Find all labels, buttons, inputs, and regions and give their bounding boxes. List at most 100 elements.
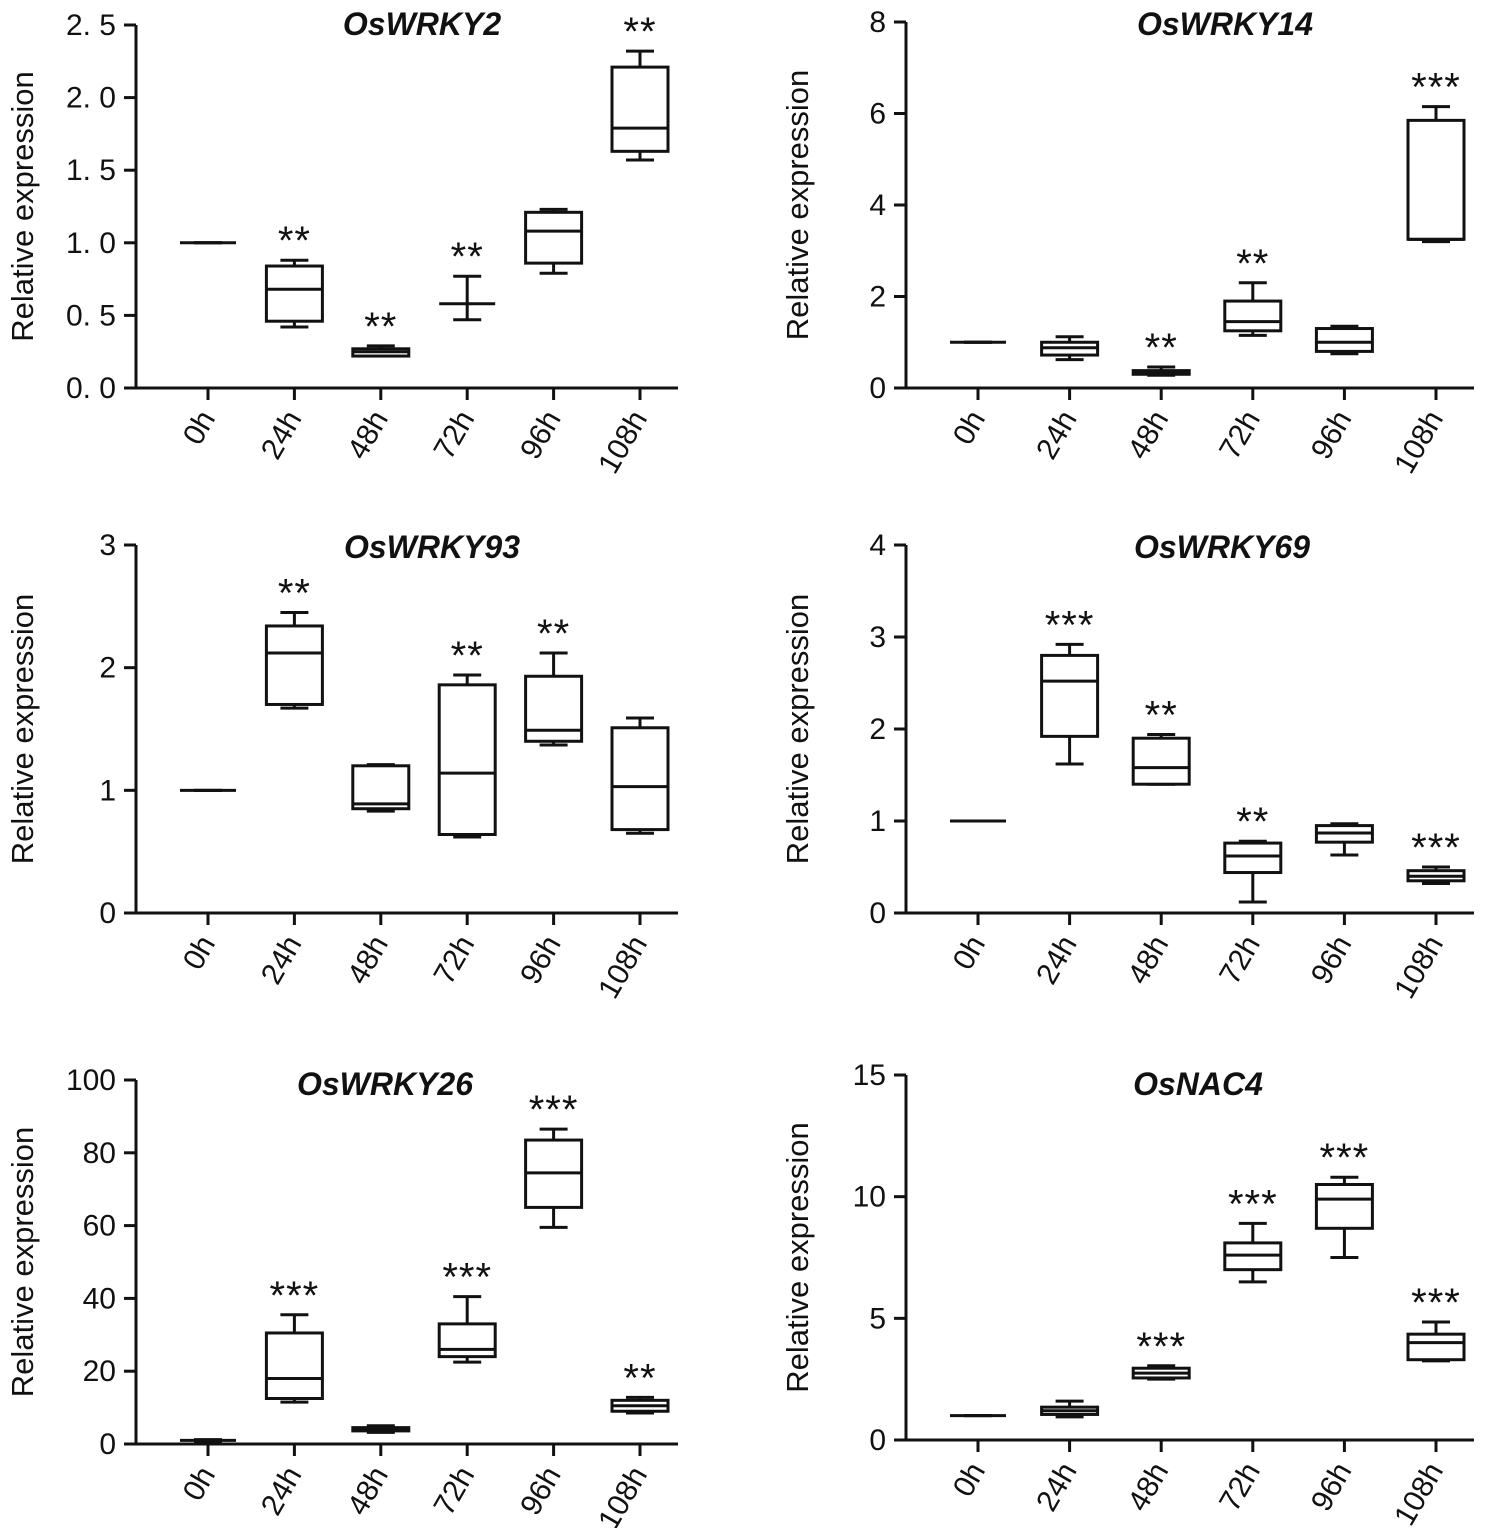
y-tick-label: 10 bbox=[853, 1181, 886, 1214]
significance-label: ** bbox=[451, 634, 484, 678]
x-tick-label: 0h bbox=[947, 1457, 992, 1502]
y-tick-label: 0 bbox=[869, 372, 886, 405]
box-48h: ** bbox=[1131, 326, 1191, 377]
panel-title: OsWRKY93 bbox=[344, 529, 520, 565]
x-tick-label: 108h bbox=[592, 930, 654, 1004]
x-tick-label: 48h bbox=[341, 405, 395, 465]
box-108h bbox=[610, 716, 670, 835]
iqr-box bbox=[437, 1322, 497, 1359]
y-tick-label: 0. 5 bbox=[66, 299, 116, 332]
box-24h bbox=[1040, 1399, 1100, 1419]
box-24h: *** bbox=[264, 1274, 324, 1404]
x-tick-label: 24h bbox=[255, 930, 309, 990]
iqr-box bbox=[524, 210, 584, 265]
significance-label: *** bbox=[529, 1088, 579, 1132]
y-tick-label: 2. 0 bbox=[66, 82, 116, 115]
y-axis-title: Relative expression bbox=[780, 1122, 815, 1393]
iqr-box bbox=[610, 65, 670, 153]
box-96h bbox=[1314, 822, 1374, 857]
box-48h bbox=[351, 1424, 411, 1434]
y-axis-title: Relative expression bbox=[5, 71, 40, 342]
box-72h: ** bbox=[439, 235, 496, 322]
y-tick-label: 80 bbox=[83, 1137, 116, 1170]
panel-title: OsWRKY69 bbox=[1134, 529, 1310, 565]
x-tick-label: 0h bbox=[177, 1461, 222, 1506]
significance-label: *** bbox=[1045, 603, 1095, 647]
y-tick-label: 2. 5 bbox=[66, 9, 116, 42]
box-108h: ** bbox=[610, 10, 670, 162]
box-72h: ** bbox=[1223, 242, 1283, 337]
y-tick-label: 8 bbox=[869, 6, 886, 39]
y-tick-label: 1 bbox=[869, 805, 886, 838]
y-tick-label: 1. 5 bbox=[66, 154, 116, 187]
iqr-box bbox=[1131, 736, 1191, 786]
box-0h bbox=[180, 1438, 236, 1443]
chart-panel-3: 0 1 2 3 Relative expression OsWRKY93 0h 24h 48h 7… bbox=[5, 529, 678, 1004]
iqr-box bbox=[610, 726, 670, 832]
significance-label: ** bbox=[278, 219, 311, 263]
panel-title: OsWRKY14 bbox=[1137, 6, 1313, 42]
iqr-box bbox=[1406, 118, 1466, 241]
y-tick-label: 3 bbox=[869, 621, 886, 654]
iqr-box bbox=[264, 624, 324, 706]
box-96h bbox=[524, 207, 584, 275]
significance-label: ** bbox=[1236, 800, 1269, 844]
box-72h: *** bbox=[437, 1256, 497, 1364]
iqr-box bbox=[1406, 1332, 1466, 1362]
significance-label: ** bbox=[623, 10, 656, 54]
y-tick-label: 60 bbox=[83, 1210, 116, 1243]
significance-label: *** bbox=[442, 1256, 492, 1300]
x-tick-label: 96h bbox=[514, 930, 568, 990]
significance-label: *** bbox=[1411, 826, 1461, 870]
iqr-box bbox=[1223, 841, 1283, 875]
x-tick-label: 108h bbox=[1388, 405, 1450, 479]
x-tick-label: 108h bbox=[1388, 1457, 1450, 1528]
box-48h: ** bbox=[1131, 694, 1191, 786]
chart-panel-6: 0 5 10 15 Relative expression OsNAC4 0h 24h 48h 7… bbox=[780, 1059, 1474, 1528]
x-tick-label: 72h bbox=[428, 405, 482, 465]
iqr-box bbox=[264, 264, 324, 323]
box-108h: *** bbox=[1406, 826, 1466, 886]
x-tick-label: 0h bbox=[947, 405, 992, 450]
x-tick-label: 0h bbox=[177, 930, 222, 975]
box-72h: ** bbox=[1223, 800, 1283, 904]
y-axis-title: Relative expression bbox=[780, 70, 815, 341]
x-tick-label: 24h bbox=[1030, 1457, 1084, 1517]
x-tick-label: 24h bbox=[255, 1461, 309, 1521]
iqr-box bbox=[437, 683, 497, 836]
significance-label: *** bbox=[1411, 1281, 1461, 1325]
y-tick-label: 20 bbox=[83, 1355, 116, 1388]
box-24h: ** bbox=[264, 219, 324, 329]
x-tick-label: 48h bbox=[1122, 930, 1176, 990]
x-tick-label: 72h bbox=[1213, 405, 1267, 465]
x-tick-label: 72h bbox=[428, 1461, 482, 1521]
box-108h: ** bbox=[610, 1356, 670, 1415]
y-tick-label: 4 bbox=[869, 529, 886, 562]
x-tick-label: 72h bbox=[1213, 1457, 1267, 1517]
significance-label: ** bbox=[451, 235, 484, 279]
box-72h: ** bbox=[437, 634, 497, 839]
iqr-box bbox=[351, 764, 411, 811]
significance-label: ** bbox=[1236, 242, 1269, 286]
chart-panel-5: 0 20 40 60 80 100 Relative expression OsWRKY26 0… bbox=[5, 1064, 678, 1528]
significance-label: *** bbox=[270, 1274, 320, 1318]
significance-label: *** bbox=[1228, 1182, 1278, 1226]
x-tick-label: 24h bbox=[1030, 930, 1084, 990]
box-24h bbox=[1040, 335, 1100, 362]
chart-panel-2: 0 2 4 6 8 Relative expression OsWRKY14 0h 24h 48h… bbox=[780, 6, 1474, 479]
x-tick-label: 24h bbox=[255, 405, 309, 465]
iqr-box bbox=[1223, 299, 1283, 333]
y-tick-label: 0 bbox=[99, 897, 116, 930]
x-tick-label: 96h bbox=[1305, 930, 1359, 990]
x-tick-label: 108h bbox=[1388, 930, 1450, 1004]
chart-panel-4: 0 1 2 3 4 Relative expression OsWRKY69 0h 24h 48h… bbox=[780, 529, 1474, 1004]
iqr-box bbox=[1314, 1183, 1374, 1230]
x-tick-label: 0h bbox=[177, 405, 222, 450]
y-tick-label: 6 bbox=[869, 98, 886, 131]
x-tick-label: 48h bbox=[341, 1461, 395, 1521]
panel-title: OsNAC4 bbox=[1133, 1066, 1263, 1102]
x-tick-label: 72h bbox=[1213, 930, 1267, 990]
x-tick-label: 96h bbox=[514, 405, 568, 465]
panel-title: OsWRKY2 bbox=[343, 6, 501, 42]
